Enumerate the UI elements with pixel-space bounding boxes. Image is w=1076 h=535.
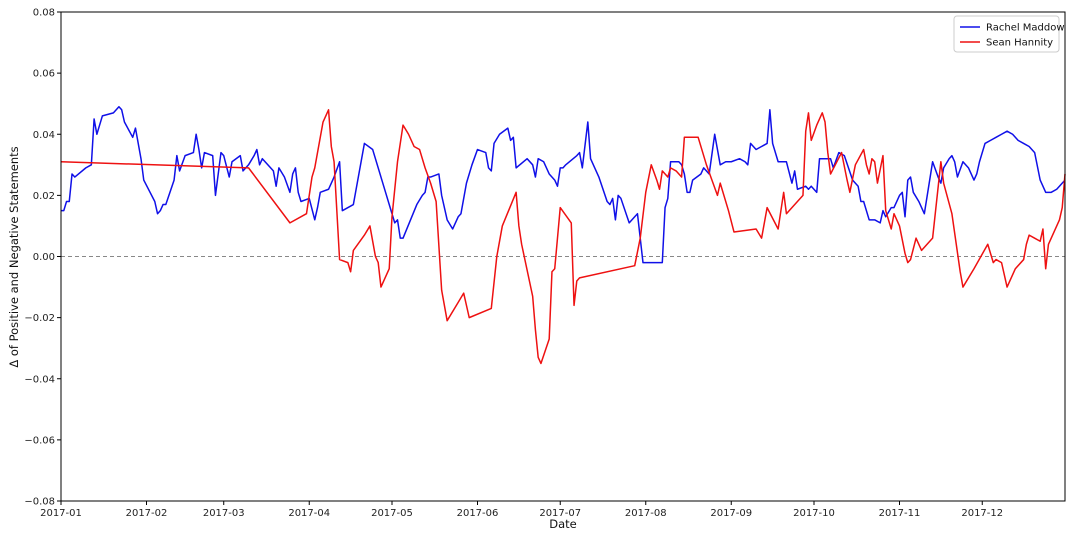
x-tick-label: 2017-04 xyxy=(288,508,330,519)
y-tick-label: 0.04 xyxy=(33,130,55,141)
x-tick-label: 2017-02 xyxy=(126,508,168,519)
x-tick-label: 2017-07 xyxy=(539,508,581,519)
legend: Rachel Maddow Sean Hannity xyxy=(953,15,1065,53)
x-tick-label: 2017-10 xyxy=(793,508,835,519)
x-tick-label: 2017-01 xyxy=(40,508,82,519)
y-tick-label: 0.08 xyxy=(33,8,55,19)
y-axis-label: Δ of Positive and Negative Statements xyxy=(7,146,21,367)
x-tick-label: 2017-08 xyxy=(625,508,667,519)
x-tick-label: 2017-05 xyxy=(371,508,413,519)
x-tick-label: 2017-06 xyxy=(457,508,499,519)
y-tick-label: 0.06 xyxy=(33,69,55,80)
x-tick-label: 2017-12 xyxy=(961,508,1003,519)
plot-area xyxy=(60,105,1066,365)
legend-box xyxy=(953,15,1060,53)
y-tick-label: 0.00 xyxy=(33,252,55,263)
legend-label-0: Rachel Maddow xyxy=(986,23,1065,34)
y-tick-label: −0.06 xyxy=(24,435,55,446)
x-tick-label: 2017-11 xyxy=(879,508,921,519)
y-tick-label: −0.04 xyxy=(24,374,55,385)
x-tick-label: 2017-09 xyxy=(710,508,752,519)
y-tick-label: 0.02 xyxy=(33,191,55,202)
axes: −0.08 −0.06 −0.04 −0.02 0.00 0.02 0.04 0.06 0.08… xyxy=(24,8,1066,519)
x-tick-label: 2017-03 xyxy=(203,508,245,519)
y-tick-label: −0.08 xyxy=(24,497,55,508)
series-line-1 xyxy=(60,109,1066,365)
y-tick-label: −0.02 xyxy=(24,313,55,324)
x-axis-label: Date xyxy=(549,517,577,531)
legend-label-1: Sean Hannity xyxy=(986,38,1053,49)
